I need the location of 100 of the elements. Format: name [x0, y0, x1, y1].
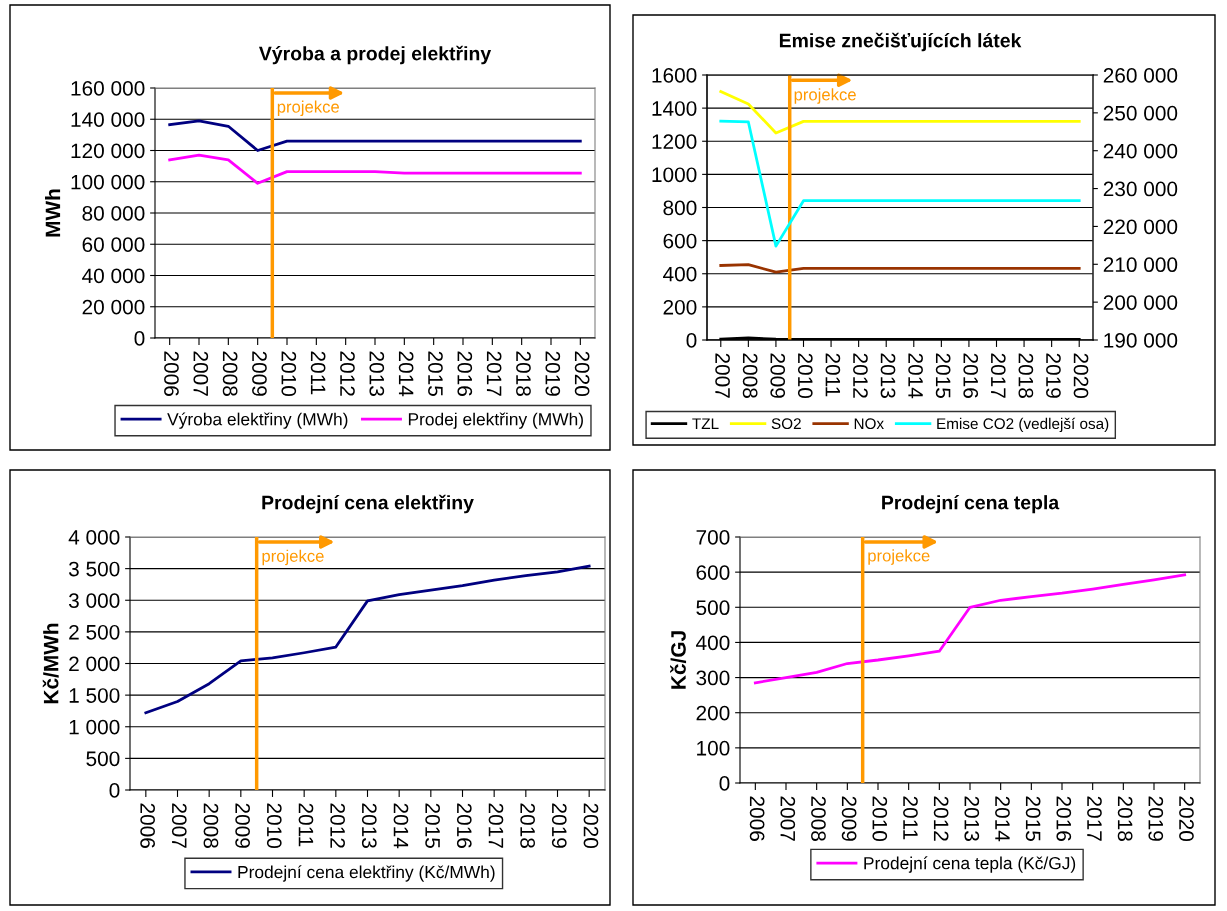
x-tick-label: 2009: [252, 351, 267, 396]
y-tick-label: 400: [663, 266, 697, 282]
x-tick-label: 2018: [1117, 796, 1133, 841]
legend-label: Prodej elektřiny (MWh): [408, 412, 583, 429]
x-tick-label: 2015: [428, 351, 443, 396]
x-tick-label: 2010: [797, 353, 813, 399]
y2-tick-label: 240 000: [1103, 143, 1178, 159]
line-series: [719, 263, 1081, 274]
x-tick-label: 2018: [516, 351, 531, 396]
y-tick-label: 20 000: [82, 299, 145, 315]
y2-tick-label: 210 000: [1103, 257, 1178, 273]
legend-label: SO2: [771, 418, 801, 430]
x-tick-label: 2006: [164, 351, 179, 396]
x-tick-label: 2019: [551, 803, 567, 848]
x-tick-label: 2019: [1046, 353, 1061, 398]
x-tick-label: 2013: [369, 351, 385, 396]
y-axis-title: Kč/GJ: [670, 631, 687, 689]
y-tick-label: 200: [696, 705, 730, 721]
y-tick-label: 60 000: [82, 237, 145, 252]
chart-title: Prodejní cena tepla: [882, 494, 1060, 514]
y-tick-label: 80 000: [82, 206, 145, 221]
x-tick-label: 2020: [583, 803, 599, 849]
x-tick-label: 2011: [298, 803, 314, 847]
x-tick-label: 2012: [340, 351, 355, 396]
x-tick-label: 2016: [457, 351, 473, 396]
x-tick-label: 2015: [1025, 796, 1041, 841]
x-tick-label: 2010: [872, 796, 888, 842]
y-tick-label: 700: [696, 530, 730, 545]
x-tick-label: 2016: [456, 803, 472, 848]
y-tick-label: 140 000: [71, 112, 145, 127]
line-series: [753, 573, 1187, 685]
y2-tick-label: 230 000: [1103, 181, 1178, 197]
x-tick-label: 2017: [1087, 796, 1102, 841]
chart-title: Prodejní cena elektřiny: [262, 494, 474, 514]
y-tick-label: 500: [86, 751, 120, 767]
y-tick-label: 600: [663, 233, 697, 249]
y-tick-label: 600: [696, 565, 730, 580]
x-tick-label: 2017: [488, 803, 504, 848]
x-tick-label: 2020: [1179, 796, 1194, 842]
ref-line-label: projekce: [262, 549, 324, 566]
y2-tick-label: 200 000: [1103, 295, 1178, 310]
x-tick-label: 2013: [964, 796, 980, 841]
line-series: [168, 153, 582, 185]
y-tick-label: 1400: [652, 101, 697, 116]
x-tick-label: 2006: [749, 796, 765, 841]
legend-label: Emise CO2 (vedlejší osa): [937, 417, 1109, 433]
x-tick-label: 2015: [425, 803, 440, 848]
line-series: [719, 119, 1081, 248]
x-tick-label: 2007: [780, 796, 796, 841]
x-tick-label: 2014: [393, 803, 409, 849]
y-tick-label: 0: [719, 776, 730, 791]
ref-line-label: projekce: [868, 549, 930, 565]
x-tick-label: 2009: [770, 353, 786, 398]
y-axis-title: MWh: [45, 189, 61, 237]
line-series: [144, 564, 591, 715]
x-tick-label: 2006: [140, 803, 155, 848]
y-tick-label: 100 000: [71, 174, 145, 190]
x-tick-label: 2008: [222, 351, 238, 396]
y-tick-label: 0: [134, 331, 145, 346]
x-tick-label: 2016: [1056, 796, 1072, 841]
x-tick-label: 2019: [545, 351, 561, 396]
y-tick-label: 800: [663, 200, 697, 216]
y-tick-label: 1200: [652, 134, 697, 149]
legend-label: Prodejní cena elektřiny (Kč/MWh): [238, 865, 495, 882]
x-tick-label: 2011: [310, 351, 326, 395]
x-tick-label: 2020: [574, 351, 590, 397]
x-tick-label: 2008: [811, 796, 826, 841]
chart-title: Emise znečišťujících látek: [779, 32, 1022, 52]
y-tick-label: 3 500: [68, 561, 120, 577]
y-tick-label: 200: [663, 299, 697, 315]
x-tick-label: 2008: [742, 353, 758, 398]
y-tick-label: 1 500: [69, 688, 120, 703]
x-tick-label: 2010: [281, 351, 297, 397]
legend-label: NOx: [854, 418, 884, 430]
x-tick-label: 2014: [398, 351, 414, 397]
x-tick-label: 2010: [266, 803, 282, 849]
x-tick-label: 2016: [963, 353, 979, 398]
x-tick-label: 2015: [935, 353, 951, 398]
x-tick-label: 2019: [1148, 796, 1164, 841]
ref-line-label: projekce: [794, 88, 856, 104]
x-tick-label: 2017: [990, 353, 1006, 398]
y2-tick-label: 250 000: [1103, 105, 1178, 121]
x-tick-label: 2007: [193, 351, 209, 396]
ref-line-label: projekce: [277, 100, 339, 117]
y-tick-label: 1 000: [69, 719, 120, 735]
legend-label: Prodejní cena tepla (Kč/GJ): [864, 856, 1076, 873]
x-tick-label: 2013: [361, 803, 377, 848]
y-tick-label: 40 000: [82, 268, 145, 284]
chart-title: Výroba a prodej elektřiny: [258, 45, 492, 65]
y-tick-label: 3 000: [68, 593, 120, 608]
y-tick-label: 1000: [652, 167, 697, 183]
x-tick-label: 2012: [933, 796, 949, 841]
y-axis-title: Kč/MWh: [42, 623, 59, 704]
x-tick-label: 2012: [330, 803, 345, 848]
x-tick-label: 2018: [520, 803, 535, 848]
x-tick-label: 2014: [908, 353, 923, 399]
x-tick-label: 2013: [880, 353, 896, 398]
y-tick-label: 160 000: [71, 81, 145, 96]
y-tick-label: 0: [109, 783, 120, 798]
line-series: [168, 119, 582, 152]
